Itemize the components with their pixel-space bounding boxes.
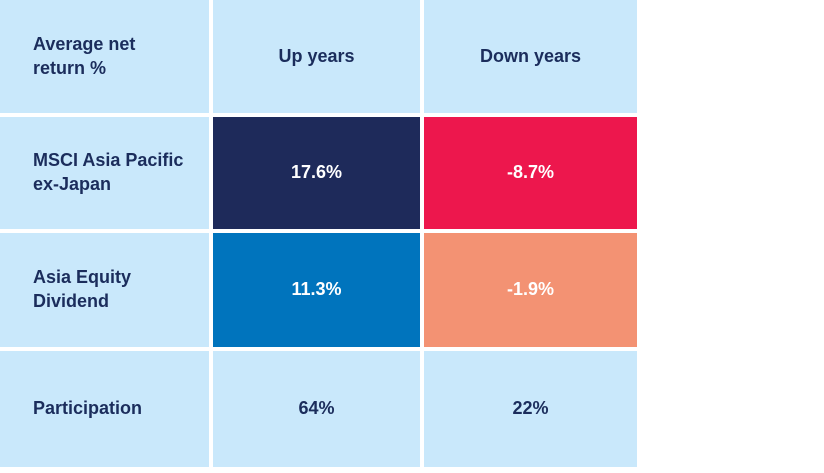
value-cell-participation-up-years: 64% bbox=[213, 351, 420, 467]
value-cell-msci-up-years: 17.6% bbox=[213, 117, 420, 229]
value-cell-participation-down-years: 22% bbox=[424, 351, 637, 467]
returns-comparison-table: Average net return % Up years Down years… bbox=[0, 0, 637, 467]
header-cell-up-years: Up years bbox=[213, 0, 420, 113]
value-cell-msci-down-years: -8.7% bbox=[424, 117, 637, 229]
value-cell-asia-equity-down-years: -1.9% bbox=[424, 233, 637, 347]
value-cell-asia-equity-up-years: 11.3% bbox=[213, 233, 420, 347]
row-label-msci-asia-pacific-ex-japan: MSCI Asia Pacific ex-Japan bbox=[0, 117, 209, 229]
header-cell-average-net-return: Average net return % bbox=[0, 0, 209, 113]
row-label-participation: Participation bbox=[0, 351, 209, 467]
header-cell-down-years: Down years bbox=[424, 0, 637, 113]
row-label-asia-equity-dividend: Asia Equity Dividend bbox=[0, 233, 209, 347]
